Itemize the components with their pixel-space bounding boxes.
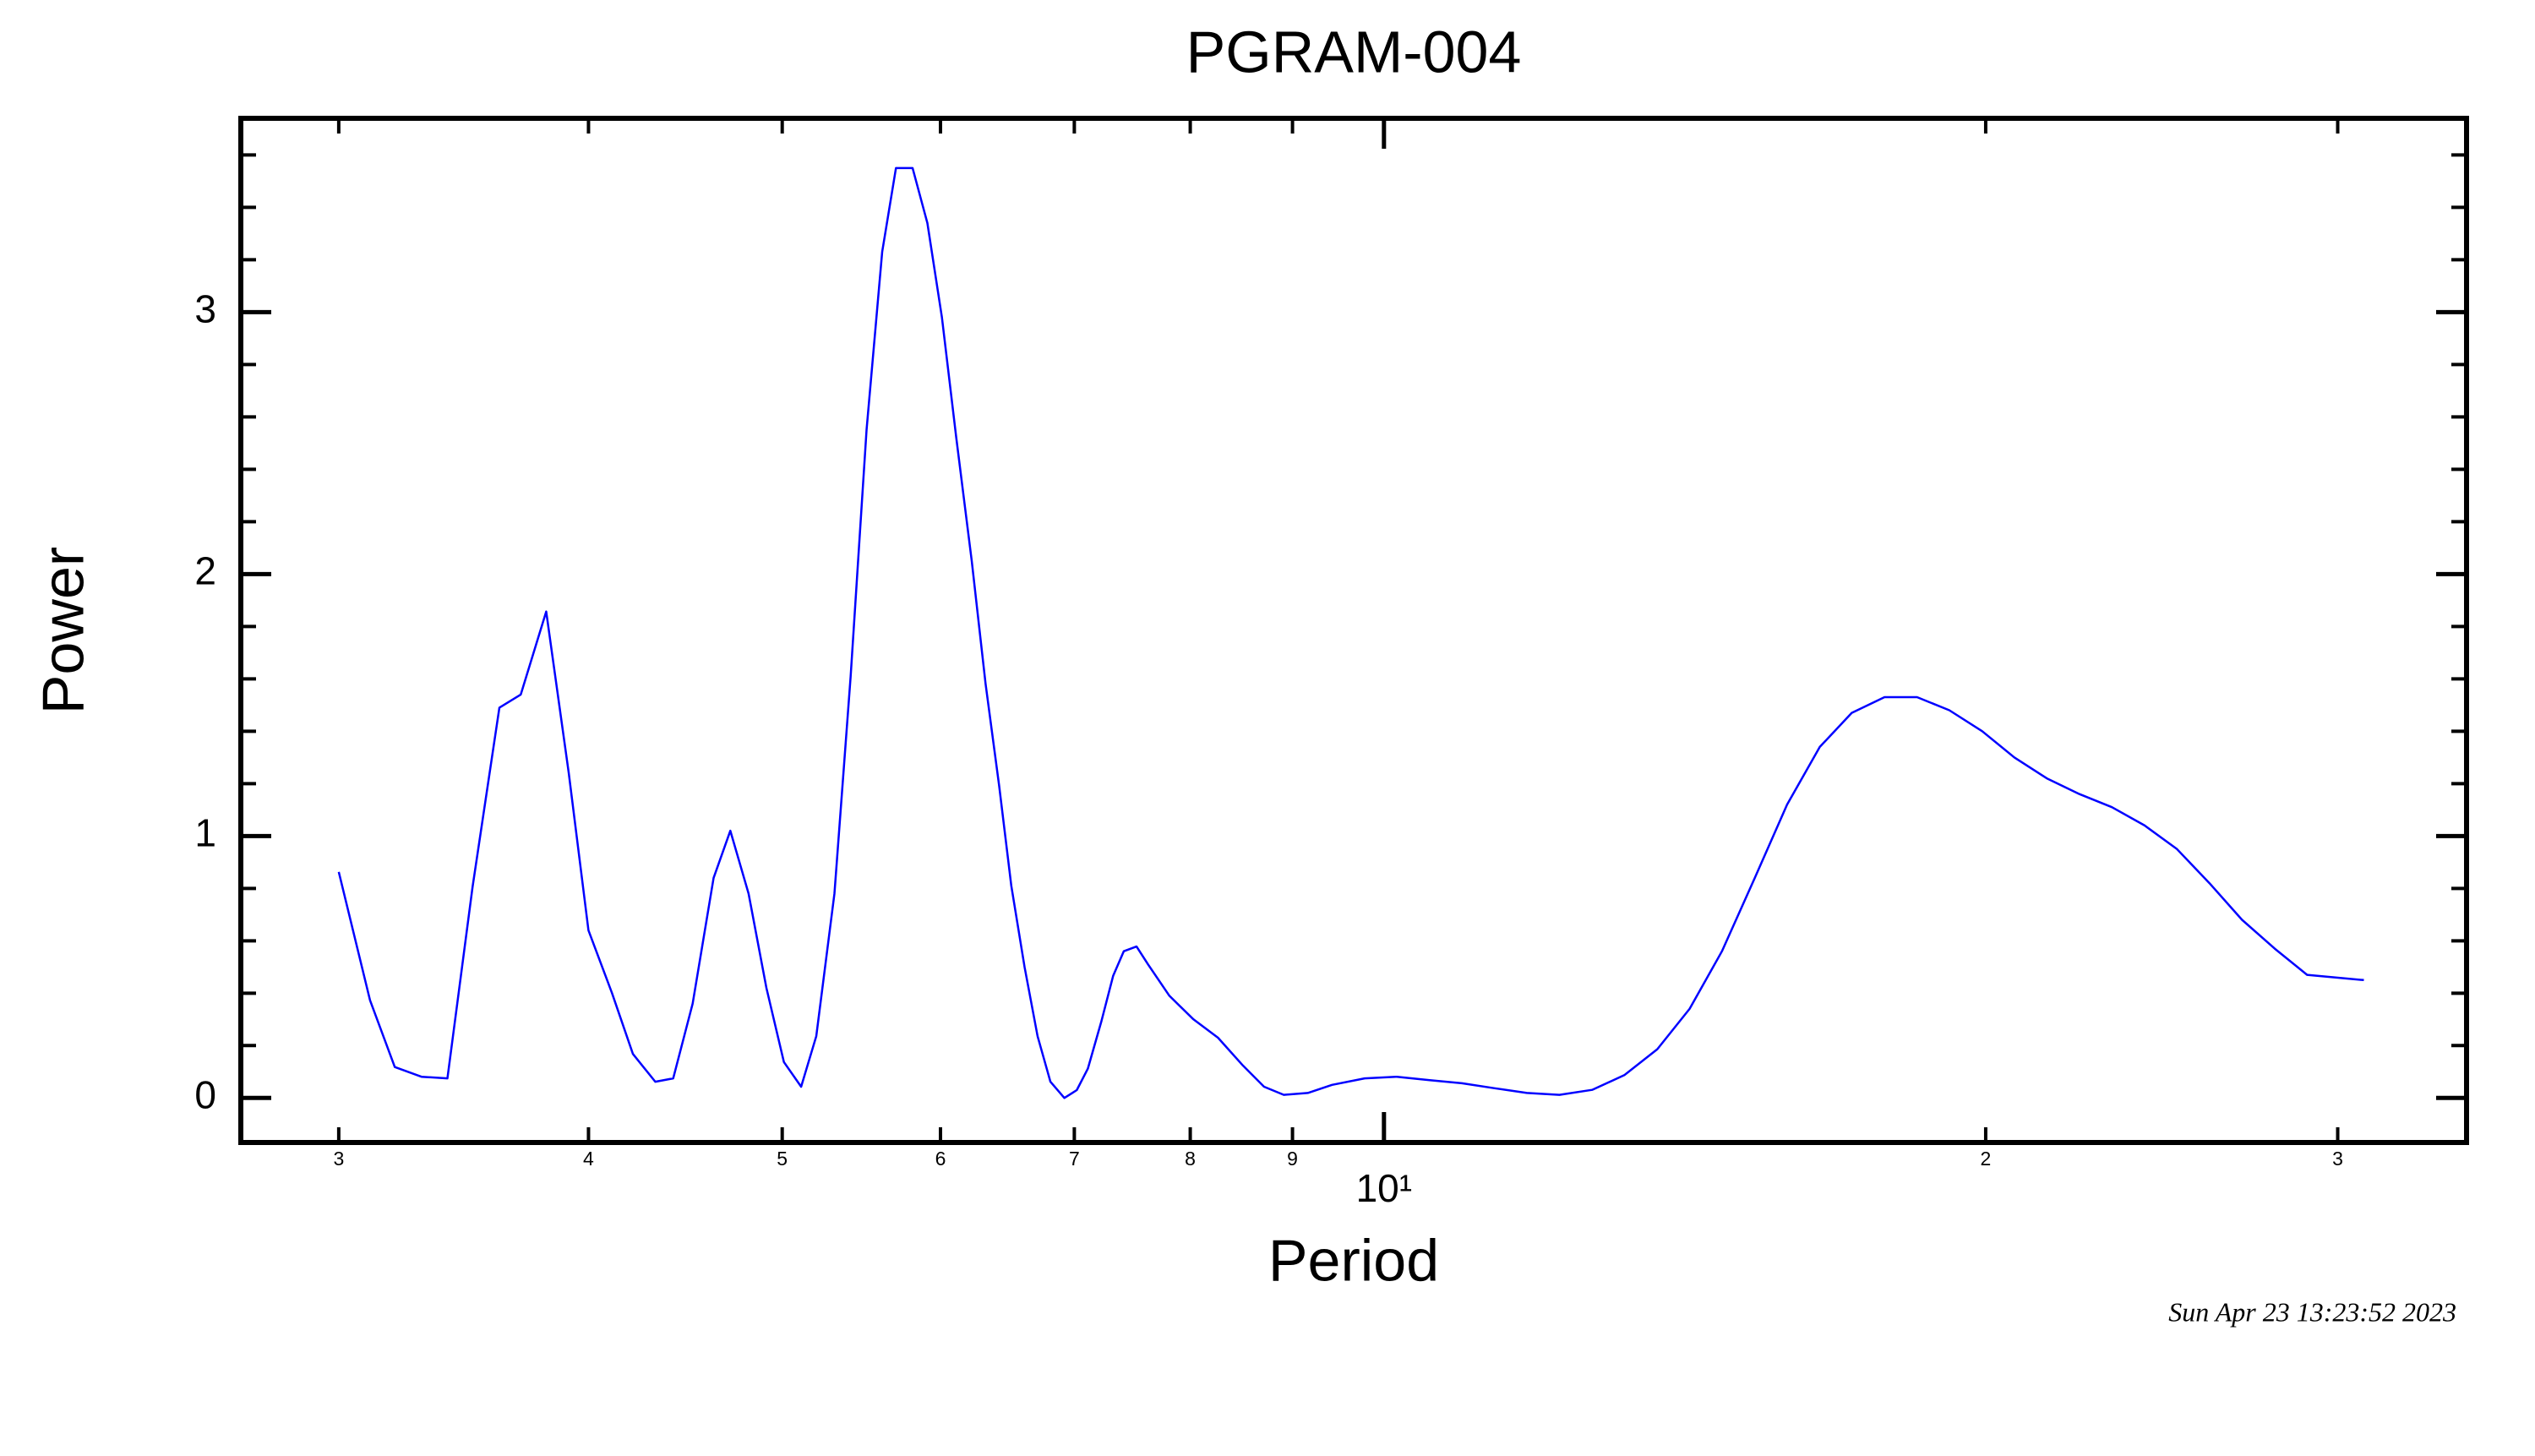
y-tick-label: 1 bbox=[194, 810, 216, 854]
x-tick-label: 9 bbox=[1287, 1148, 1298, 1170]
x-tick-label: 6 bbox=[935, 1148, 946, 1170]
y-tick-label: 2 bbox=[194, 549, 216, 593]
x-tick-label: 2 bbox=[1981, 1148, 1992, 1170]
x-tick-label: 8 bbox=[1185, 1148, 1196, 1170]
y-tick-label: 0 bbox=[194, 1072, 216, 1116]
x-tick-label: 3 bbox=[2332, 1148, 2343, 1170]
plot-frame bbox=[238, 116, 2469, 1145]
timestamp: Sun Apr 23 13:23:52 2023 bbox=[2168, 1296, 2456, 1327]
y-axis-label: Power bbox=[30, 547, 95, 714]
data-line bbox=[337, 166, 2364, 1099]
x-tick-label: 4 bbox=[583, 1148, 594, 1170]
x-tick-label: 7 bbox=[1069, 1148, 1080, 1170]
x-tick-label: 5 bbox=[777, 1148, 788, 1170]
x-axis-label: Period bbox=[1268, 1227, 1439, 1293]
y-tick-label: 3 bbox=[194, 287, 216, 331]
chart-title: PGRAM-004 bbox=[1186, 19, 1522, 85]
x-tick-label: 3 bbox=[333, 1148, 344, 1170]
x-tick-label: 10¹ bbox=[1356, 1166, 1412, 1210]
